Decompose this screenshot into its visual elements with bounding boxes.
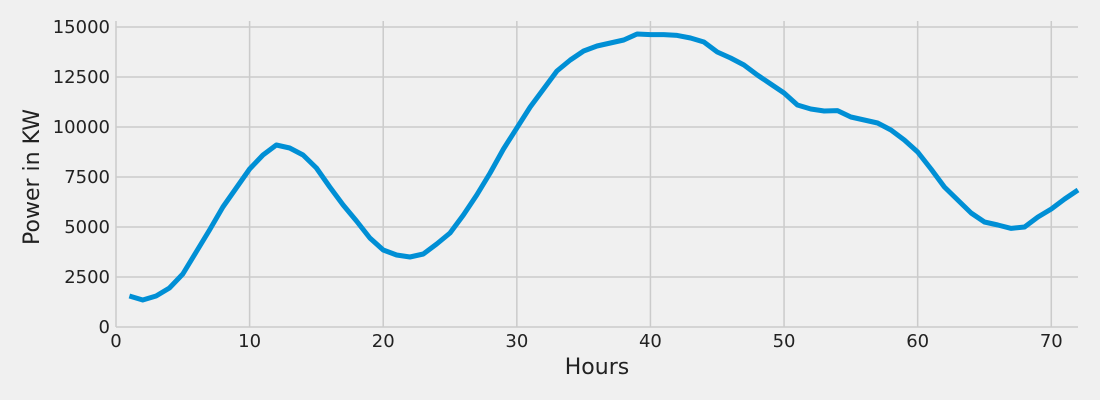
grid-layer (115, 21, 1078, 328)
x-tick-labels: 0 10 20 30 40 50 60 70 (110, 331, 1062, 352)
y-tick-label: 2500 (64, 267, 110, 288)
series-line (128, 31, 1080, 303)
x-tick-label: 20 (372, 331, 395, 352)
x-tick-label: 0 (110, 331, 121, 352)
y-tick-labels: 0 2500 5000 7500 10000 12500 15000 (53, 17, 110, 338)
x-tick-label: 40 (639, 331, 662, 352)
x-axis-label: Hours (565, 355, 629, 380)
y-tick-label: 0 (99, 317, 110, 338)
y-tick-label: 12500 (53, 67, 110, 88)
x-tick-label: 60 (906, 331, 929, 352)
y-axis-label: Power in KW (20, 109, 45, 245)
y-tick-label: 5000 (64, 217, 110, 238)
x-tick-label: 50 (773, 331, 796, 352)
series-layer (128, 31, 1080, 303)
x-tick-label: 70 (1040, 331, 1063, 352)
x-tick-label: 10 (238, 331, 261, 352)
x-tick-label: 30 (505, 331, 528, 352)
y-tick-label: 7500 (64, 167, 110, 188)
y-tick-label: 10000 (53, 117, 110, 138)
y-tick-label: 15000 (53, 17, 110, 38)
